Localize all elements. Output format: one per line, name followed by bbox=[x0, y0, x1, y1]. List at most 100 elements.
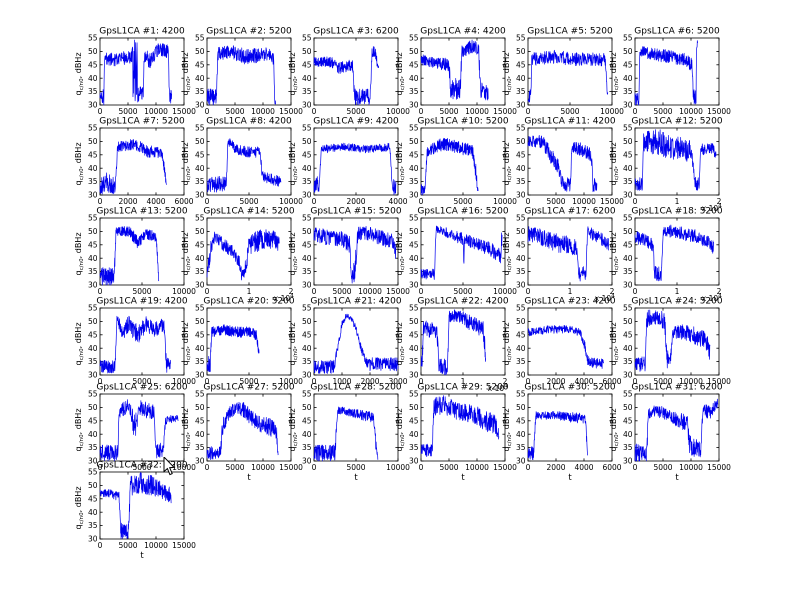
y-tick-label: 45 bbox=[88, 150, 98, 159]
y-tick-label: 55 bbox=[516, 390, 526, 399]
y-tick-label: 55 bbox=[195, 214, 205, 223]
y-tick-label: 35 bbox=[623, 443, 633, 452]
subplot-title: GpsL1CA #24: 5200 bbox=[631, 297, 722, 307]
y-tick-label: 45 bbox=[409, 60, 419, 69]
x-axis-exponent: x 104 bbox=[702, 203, 722, 214]
y-tick-label: 55 bbox=[623, 34, 633, 43]
subplot-title: GpsL1CA #21: 4200 bbox=[310, 297, 401, 307]
y-tick-label: 35 bbox=[409, 87, 419, 96]
y-tick-label: 35 bbox=[88, 521, 98, 530]
axes-box bbox=[99, 37, 185, 106]
y-tick-label: 40 bbox=[195, 164, 205, 173]
y-tick-label: 35 bbox=[88, 87, 98, 96]
subplot-title: GpsL1CA #14: 5200 bbox=[203, 207, 294, 217]
signal-trace bbox=[206, 229, 280, 281]
x-tick-label: 0 bbox=[98, 107, 103, 116]
y-tick-label: 50 bbox=[409, 47, 419, 56]
signal-trace bbox=[527, 325, 604, 369]
y-axis-label: qc/n0, dBHz bbox=[288, 322, 299, 365]
x-tick-label: 0 bbox=[526, 463, 531, 472]
x-axis-label: t bbox=[140, 551, 144, 561]
subplot-gpsl1ca-20: 30 35 40 45 50 55 0 5000 10000 GpsL1CA #20: 5200 q… bbox=[177, 294, 327, 406]
y-tick-label: 45 bbox=[88, 494, 98, 503]
x-tick-label: 10000 bbox=[465, 107, 489, 116]
x-tick-label: 10000 bbox=[172, 287, 196, 296]
y-tick-label: 30 bbox=[88, 371, 98, 380]
y-tick-label: 30 bbox=[88, 101, 98, 110]
axes-box bbox=[420, 393, 506, 462]
y-tick-label: 50 bbox=[623, 227, 633, 236]
x-tick-label: 0 bbox=[419, 287, 424, 296]
y-tick-label: 35 bbox=[302, 87, 312, 96]
x-tick-label: 0 bbox=[526, 287, 531, 296]
x-tick-label: 0 bbox=[419, 377, 424, 386]
y-tick-label: 50 bbox=[302, 137, 312, 146]
y-tick-label: 55 bbox=[195, 34, 205, 43]
y-tick-label: 30 bbox=[195, 371, 205, 380]
subplot-title: GpsL1CA #8: 4200 bbox=[206, 117, 292, 127]
y-tick-label: 55 bbox=[195, 304, 205, 313]
x-tick-label: 10000 bbox=[679, 377, 703, 386]
y-tick-label: 40 bbox=[409, 344, 419, 353]
signal-trace bbox=[99, 399, 179, 462]
y-tick-label: 35 bbox=[88, 443, 98, 452]
y-tick-label: 30 bbox=[88, 457, 98, 466]
y-tick-label: 50 bbox=[88, 137, 98, 146]
y-tick-label: 30 bbox=[623, 457, 633, 466]
signal-trace bbox=[313, 46, 380, 106]
y-tick-label: 35 bbox=[88, 177, 98, 186]
subplot-title: GpsL1CA #29: 5200 bbox=[417, 383, 508, 393]
y-tick-label: 35 bbox=[623, 87, 633, 96]
y-tick-label: 30 bbox=[516, 191, 526, 200]
x-tick-label: 5000 bbox=[453, 287, 472, 296]
axes-box bbox=[527, 37, 613, 106]
x-axis-label: t bbox=[568, 473, 572, 483]
x-tick-label: 0 bbox=[419, 197, 424, 206]
signal-trace bbox=[634, 129, 717, 191]
y-tick-label: 40 bbox=[302, 164, 312, 173]
subplot-title: GpsL1CA #22: 4200 bbox=[417, 297, 508, 307]
y-tick-label: 40 bbox=[88, 254, 98, 263]
y-tick-label: 40 bbox=[88, 430, 98, 439]
y-tick-label: 40 bbox=[195, 74, 205, 83]
y-tick-label: 55 bbox=[409, 390, 419, 399]
y-tick-label: 45 bbox=[302, 150, 312, 159]
y-tick-label: 50 bbox=[88, 227, 98, 236]
y-tick-label: 50 bbox=[516, 403, 526, 412]
y-tick-label: 30 bbox=[516, 457, 526, 466]
signal-trace bbox=[527, 49, 609, 103]
y-tick-label: 40 bbox=[195, 430, 205, 439]
y-axis-label: qc/n0, dBHz bbox=[288, 408, 299, 451]
x-tick-label: 0 bbox=[526, 107, 531, 116]
subplot-gpsl1ca-12: 30 35 40 45 50 55 0 1 2 GpsL1CA #12: 5200 qc/n0, d… bbox=[605, 114, 755, 226]
y-tick-label: 45 bbox=[623, 416, 633, 425]
y-tick-label: 30 bbox=[409, 101, 419, 110]
y-tick-label: 40 bbox=[623, 344, 633, 353]
x-axis-exponent: x 104 bbox=[702, 293, 722, 304]
x-tick-label: 1000 bbox=[332, 377, 351, 386]
signal-trace bbox=[420, 309, 487, 376]
x-tick-label: 0 bbox=[98, 377, 103, 386]
x-tick-label: 2000 bbox=[546, 377, 565, 386]
x-tick-label: 0 bbox=[312, 463, 317, 472]
x-tick-label: 0 bbox=[98, 287, 103, 296]
y-tick-label: 55 bbox=[516, 34, 526, 43]
x-tick-label: 10000 bbox=[493, 197, 517, 206]
signal-trace bbox=[527, 134, 598, 193]
subplot-title: GpsL1CA #7: 5200 bbox=[99, 117, 185, 127]
y-tick-label: 50 bbox=[302, 403, 312, 412]
y-tick-label: 35 bbox=[516, 443, 526, 452]
y-axis-label: qc/n0, dBHz bbox=[181, 142, 192, 185]
y-tick-label: 55 bbox=[302, 124, 312, 133]
y-tick-label: 45 bbox=[623, 240, 633, 249]
y-tick-label: 40 bbox=[516, 344, 526, 353]
subplot-gpsl1ca-21: 30 35 40 45 50 55 0 1000 2000 3000 GpsL1CA #21: 42… bbox=[284, 294, 434, 406]
axes-box bbox=[634, 307, 720, 376]
x-tick-label: 2 bbox=[503, 377, 508, 386]
x-axis-label: t bbox=[675, 473, 679, 483]
y-axis-label: qc/n0, dBHz bbox=[502, 232, 513, 275]
x-axis-label: t bbox=[247, 473, 251, 483]
x-tick-label: 4000 bbox=[574, 463, 593, 472]
y-tick-label: 55 bbox=[195, 124, 205, 133]
